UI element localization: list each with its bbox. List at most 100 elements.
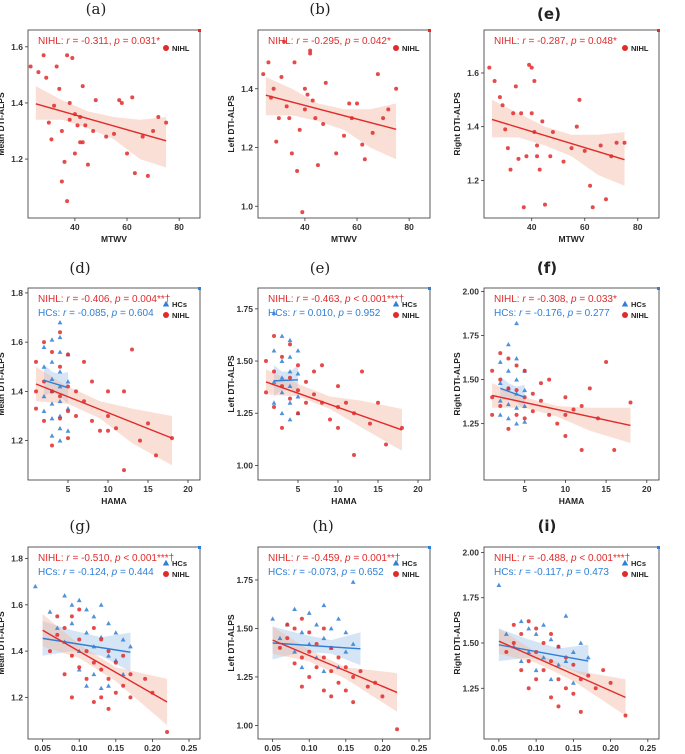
nihl-point	[530, 391, 535, 396]
nihl-point	[511, 641, 516, 645]
nihl-point	[608, 680, 613, 685]
nihl-point	[375, 72, 380, 77]
nihl-point	[98, 428, 102, 433]
nihl-point	[154, 453, 158, 458]
legend-nihl-marker	[393, 312, 399, 318]
nihl-point	[513, 84, 518, 89]
nihl-point	[279, 75, 284, 79]
nihl-point	[299, 684, 304, 689]
nihl-point	[113, 690, 118, 695]
legend-hcs-marker	[392, 559, 400, 566]
hcs-point	[506, 341, 511, 347]
nihl-point	[526, 619, 531, 624]
plot-area	[261, 39, 399, 215]
hcs-point	[47, 609, 53, 614]
hcs-point	[497, 359, 503, 364]
nihl-point	[321, 688, 326, 693]
nihl-point	[577, 97, 582, 102]
panel-6: (f) 5 10 15 20 1.25 1.50 1.75 2.00 HAMA Right DTI-…	[452, 259, 660, 506]
hcs-point	[279, 358, 285, 363]
hcs-point	[98, 685, 104, 691]
hcs-point	[578, 640, 584, 645]
nihl-point	[320, 363, 324, 368]
plot-frame	[27, 29, 201, 219]
nihl-point	[535, 154, 540, 159]
nihl-point	[394, 86, 399, 91]
nihl-point	[280, 354, 284, 359]
nihl-point	[612, 448, 617, 453]
hcs-point	[271, 348, 277, 353]
nihl-point	[579, 448, 584, 453]
nihl-point	[334, 151, 339, 156]
nihl-point	[504, 650, 509, 655]
x-tick-label: 40	[70, 222, 80, 232]
y-axis-title: Left DTI-ALPS	[226, 95, 236, 152]
nihl-point	[83, 123, 88, 128]
nihl-point	[66, 409, 70, 414]
nihl-point	[28, 64, 33, 69]
nihl-confidence-band	[42, 614, 168, 726]
nihl-point	[91, 699, 96, 704]
nihl-point	[52, 103, 57, 108]
nihl-fit-line	[272, 639, 398, 694]
nihl-point	[538, 381, 543, 386]
nihl-stat-annotation: NIHL: r = -0.488, p < 0.001***†	[494, 553, 630, 564]
hcs-stat-annotation: HCs: r = -0.073, p = 0.652	[268, 567, 384, 578]
nihl-point	[302, 107, 307, 112]
nihl-point	[292, 626, 297, 631]
nihl-point	[117, 98, 122, 103]
nihl-point	[69, 653, 74, 658]
panel-2: (b) 40 60 80 1.0 1.2 1.4 MTWV Left DTI-ALPS NIHL:…	[226, 0, 431, 244]
x-tick-label: 0.05	[264, 743, 281, 753]
nihl-point	[67, 117, 72, 122]
hcs-point	[295, 371, 301, 376]
hcs-point	[321, 602, 327, 608]
nihl-point	[34, 359, 38, 364]
nihl-point	[547, 377, 552, 382]
nihl-point	[99, 695, 104, 700]
hcs-point	[295, 394, 301, 399]
nihl-point	[522, 416, 527, 421]
x-tick-label: 60	[352, 222, 362, 232]
nihl-point	[91, 660, 96, 665]
nihl-point	[132, 171, 137, 176]
hcs-point	[62, 593, 67, 598]
nihl-point	[529, 111, 534, 116]
nihl-point	[128, 695, 133, 700]
nihl-point	[99, 637, 104, 642]
x-axis-title: MTWV	[101, 234, 127, 244]
hcs-point	[106, 653, 111, 658]
y-tick-label: 1.75	[236, 575, 253, 585]
y-tick-label: 1.8	[11, 288, 23, 298]
y-tick-label: 1.4	[11, 98, 23, 108]
hcs-point	[343, 649, 349, 654]
nihl-point	[355, 101, 360, 106]
hcs-point	[57, 398, 63, 404]
hcs-point	[279, 333, 285, 338]
nihl-point	[292, 661, 297, 666]
corner-mark	[657, 287, 660, 290]
corner-mark	[428, 546, 431, 549]
corner-mark	[657, 546, 660, 549]
y-tick-label: 1.4	[241, 84, 253, 94]
nihl-point	[556, 704, 561, 709]
nihl-point	[343, 688, 348, 693]
hcs-point	[585, 655, 591, 660]
hcs-point	[496, 582, 502, 587]
nihl-stat-annotation: NIHL: r = -0.295, p = 0.042*	[268, 36, 391, 47]
nihl-point	[276, 116, 281, 121]
nihl-point	[549, 695, 554, 700]
nihl-point	[498, 404, 503, 409]
hcs-point	[49, 359, 55, 364]
x-tick-label: 15	[373, 484, 383, 494]
nihl-point	[321, 655, 326, 660]
y-tick-label: 1.00	[236, 720, 253, 730]
hcs-point	[271, 379, 277, 384]
hcs-point	[350, 641, 356, 646]
nihl-point	[312, 392, 316, 397]
nihl-point	[497, 95, 502, 100]
y-tick-label: 1.2	[11, 154, 23, 164]
hcs-point	[328, 626, 334, 631]
corner-mark	[198, 29, 201, 32]
hcs-point	[336, 616, 341, 621]
